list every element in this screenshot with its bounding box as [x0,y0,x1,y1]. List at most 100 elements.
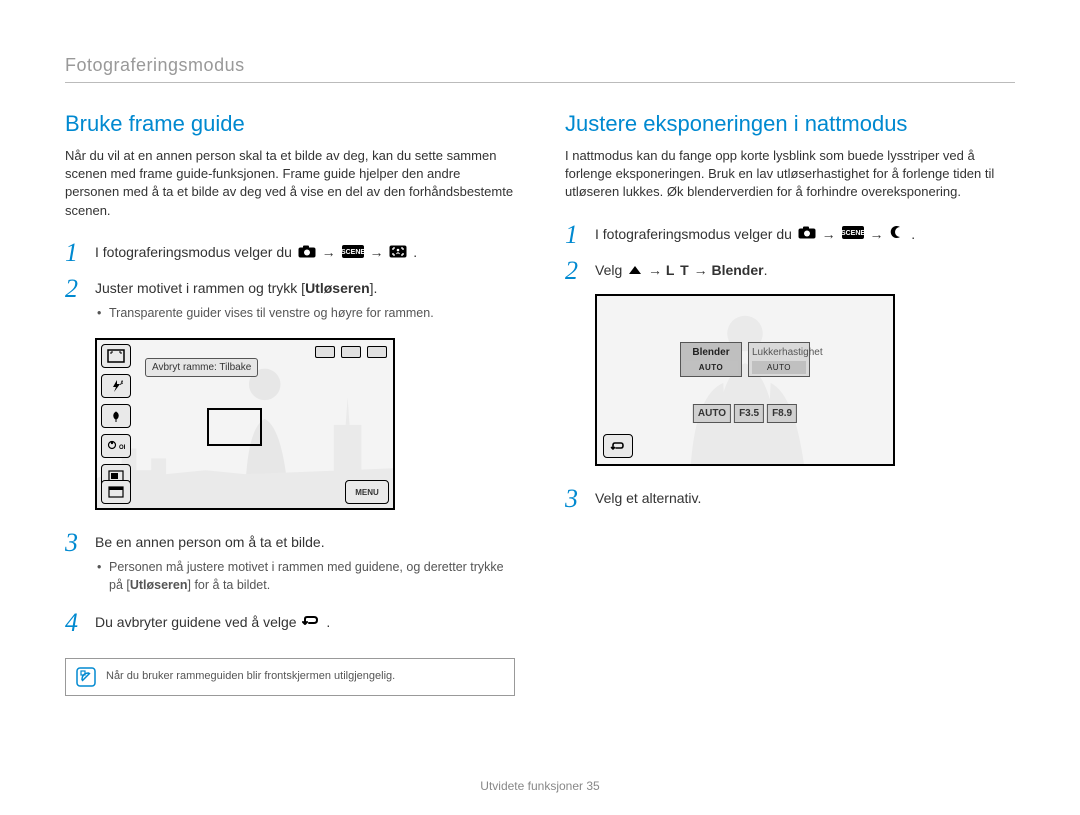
step-num: 3 [565,484,595,512]
page-footer: Utvidete funksjoner 35 [0,779,1080,793]
aperture-value[interactable]: AUTO [693,404,731,423]
blender-label: Blender [711,262,763,278]
battery-icon [367,346,387,358]
right-step-2: 2 Velg → L T → Blender. [565,256,1015,284]
night-silhouette [597,296,893,466]
cam-off-icon[interactable]: OFF [101,434,131,458]
step-body: Juster motivet i rammen og trykk [Utløse… [95,274,515,329]
night-back-button[interactable] [603,434,633,458]
tab-label: Lukkerhastighet [752,347,823,358]
aperture-value[interactable]: F8.9 [767,404,797,423]
tab-auto: AUTO [752,361,806,374]
arrow: → [694,262,708,278]
night-screen: Blender AUTO Lukkerhastighet AUTO AUTO F… [595,294,895,466]
step-text: . [326,614,330,630]
substep-list: Personen må justere motivet i rammen med… [95,559,515,594]
arrow: → [648,262,662,278]
cam-macro-icon[interactable] [101,404,131,428]
right-title: Justere eksponeringen i nattmodus [565,111,1015,137]
night-icon [889,224,905,245]
night-values: AUTO F3.5 F8.9 [693,404,797,423]
cam-left-icons: A OFF [101,344,131,488]
step-body: I fotograferingsmodus velger du → SCENE … [95,238,515,264]
left-step-2: 2 Juster motivet i rammen og trykk [Utlø… [65,274,515,329]
tab-auto: AUTO [684,361,738,374]
step-num: 3 [65,528,95,556]
note-box: Når du bruker rammeguiden blir frontskje… [65,658,515,695]
step-text: Velg [595,262,626,278]
step-body: Du avbryter guidene ved å velge . [95,608,515,634]
cam-mode-icon[interactable] [101,344,131,368]
content-columns: Bruke frame guide Når du vil at en annen… [65,111,1015,696]
aperture-value[interactable]: F3.5 [734,404,764,423]
arrow: → [822,226,836,242]
step-num: 2 [65,274,95,302]
step-num: 2 [565,256,595,284]
arrow: → [322,244,336,260]
tab-shutter[interactable]: Lukkerhastighet AUTO [748,342,810,377]
col-right: Justere eksponeringen i nattmodus I natt… [565,111,1015,696]
right-step-1: 1 I fotograferingsmodus velger du → SCEN… [565,220,1015,248]
menu-button[interactable]: MENU [345,480,389,504]
camera-icon [798,224,816,245]
night-screenshot: Blender AUTO Lukkerhastighet AUTO AUTO F… [595,294,1015,466]
scene-icon: SCENE [342,243,364,264]
right-intro: I nattmodus kan du fange opp korte lysbl… [565,147,1015,202]
scene-icon: SCENE [842,224,864,245]
step-body: Velg et alternativ. [595,484,1015,509]
cam-bottom-right: MENU [345,480,389,504]
svg-text:OFF: OFF [119,445,125,451]
step-body: Velg → L T → Blender. [595,256,1015,282]
focus-rect [207,408,262,446]
indicator-icon [341,346,361,358]
night-tabs: Blender AUTO Lukkerhastighet AUTO [680,342,810,377]
cam-top-indicators [315,346,387,358]
sub-post: ] for å ta bildet. [188,578,271,592]
frameguide-icon [389,243,407,264]
page-breadcrumb: Fotograferingsmodus [65,55,1015,76]
cam-bottom-left [101,480,131,504]
tab-blender[interactable]: Blender AUTO [680,342,742,377]
up-triangle-icon [628,260,642,281]
cam-screen: A OFF Avbryt ramme: Tilbake MENU [95,338,395,510]
step-text: ]. [370,280,378,296]
step-body: I fotograferingsmodus velger du → SCENE … [595,220,1015,246]
step-text: I fotograferingsmodus velger du [95,244,296,260]
cancel-frame-label: Avbryt ramme: Tilbake [145,358,258,377]
svg-text:SCENE: SCENE [342,249,364,256]
left-step-3: 3 Be en annen person om å ta et bilde. P… [65,528,515,600]
svg-text:SCENE: SCENE [842,230,864,237]
lt-label: L T [666,262,690,278]
substep-item: Personen må justere motivet i rammen med… [95,559,515,594]
back-icon [302,613,320,634]
substep-item: Transparente guider vises til venstre og… [95,305,515,323]
step-text: . [911,226,915,242]
sub-bold: Utløseren [130,578,188,592]
cam-flash-icon[interactable]: A [101,374,131,398]
step-num: 1 [565,220,595,248]
note-text: Når du bruker rammeguiden blir frontskje… [106,670,395,682]
step-text: Velg et alternativ. [595,490,701,506]
frameguide-screenshot: A OFF Avbryt ramme: Tilbake MENU [95,338,515,510]
step-text: Juster motivet i rammen og trykk [ [95,280,305,296]
right-step-3: 3 Velg et alternativ. [565,484,1015,512]
note-icon [76,667,96,687]
substep-list: Transparente guider vises til venstre og… [95,305,515,323]
step-text: I fotograferingsmodus velger du [595,226,796,242]
left-title: Bruke frame guide [65,111,515,137]
left-step-4: 4 Du avbryter guidene ved å velge . [65,608,515,636]
step-text: . [413,244,417,260]
cam-display-icon[interactable] [101,480,131,504]
shutter-bold: Utløseren [305,280,370,296]
left-step-1: 1 I fotograferingsmodus velger du → SCEN… [65,238,515,266]
tab-label: Blender [692,347,729,358]
col-left: Bruke frame guide Når du vil at en annen… [65,111,515,696]
step-text: . [764,262,768,278]
step-num: 4 [65,608,95,636]
left-intro: Når du vil at en annen person skal ta et… [65,147,515,220]
step-num: 1 [65,238,95,266]
svg-text:A: A [120,381,123,387]
step-text: Du avbryter guidene ved å velge [95,614,300,630]
arrow: → [869,226,883,242]
step-body: Be en annen person om å ta et bilde. Per… [95,528,515,600]
